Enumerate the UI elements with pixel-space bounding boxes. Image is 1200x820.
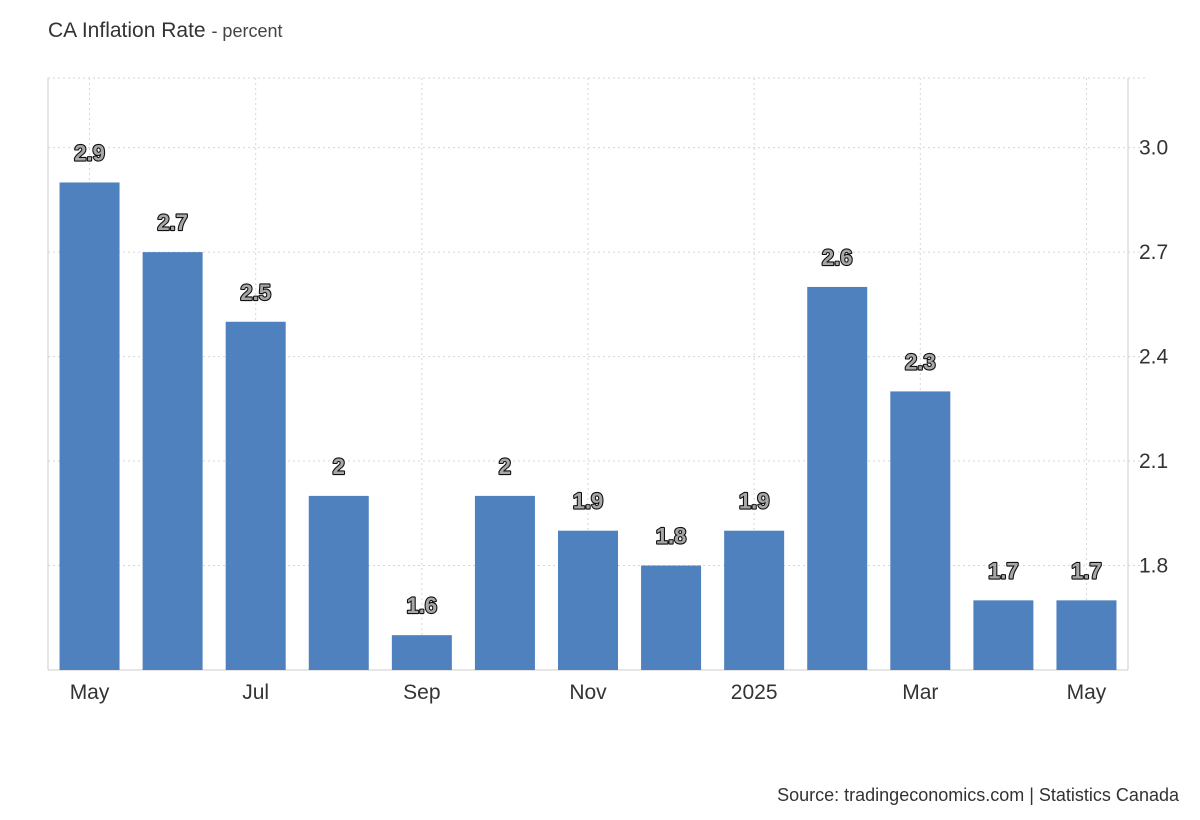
y-tick-label: 2.7 — [1139, 241, 1168, 264]
data-label-10: 2.6 — [822, 245, 853, 270]
bar-3 — [225, 321, 286, 670]
x-tick-label: May — [1067, 681, 1107, 704]
bar-10 — [807, 286, 868, 670]
data-label-5: 1.6 — [407, 593, 438, 618]
y-tick-label: 2.4 — [1139, 346, 1169, 369]
data-label-13: 1.7 — [1071, 558, 1102, 583]
data-label-6: 2 — [499, 454, 511, 479]
chart-title: CA Inflation Rate - percent — [48, 19, 282, 43]
bar-11 — [890, 391, 951, 670]
y-tick-label: 3.0 — [1139, 137, 1168, 160]
bar-7 — [558, 530, 618, 670]
bar-5 — [391, 635, 452, 670]
y-tick-label: 1.8 — [1139, 555, 1168, 578]
x-tick-label: Mar — [902, 681, 938, 704]
bar-4 — [308, 495, 369, 670]
bar-1 — [59, 182, 120, 670]
data-label-2: 2.7 — [157, 210, 188, 235]
source-credit: Source: tradingeconomics.com | Statistic… — [777, 785, 1179, 805]
chart-title-text: CA Inflation Rate — [48, 19, 206, 42]
bar-13 — [1056, 600, 1117, 670]
chart-unit: - percent — [211, 21, 283, 41]
data-label-4: 2 — [333, 454, 345, 479]
data-label-1: 2.9 — [74, 140, 105, 165]
data-label-12: 1.7 — [988, 558, 1019, 583]
y-tick-label: 2.1 — [1139, 450, 1168, 473]
bar-6 — [474, 495, 535, 670]
x-tick-label: Sep — [403, 681, 440, 704]
bar-12 — [973, 600, 1034, 670]
bar-2 — [142, 252, 203, 670]
bar-9 — [724, 530, 785, 670]
data-label-7: 1.9 — [573, 489, 604, 514]
data-label-8: 1.8 — [656, 524, 687, 549]
bar-8 — [641, 565, 702, 670]
x-tick-label: 2025 — [731, 681, 778, 704]
x-tick-label: Jul — [242, 681, 269, 704]
data-label-11: 2.3 — [905, 349, 936, 374]
x-tick-label: Nov — [569, 681, 607, 704]
data-label-3: 2.5 — [240, 280, 271, 305]
data-label-9: 1.9 — [739, 489, 770, 514]
x-tick-label: May — [70, 681, 110, 704]
